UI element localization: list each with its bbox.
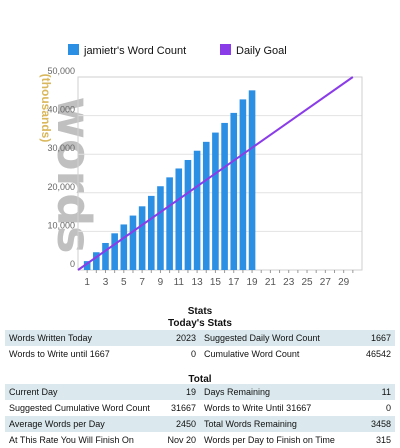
word-count-bar [111, 233, 118, 270]
table-row: Words Written Today 2023 Suggested Daily… [5, 330, 395, 346]
stat-value: 0 [190, 349, 196, 359]
x-tick-label: 27 [320, 277, 332, 288]
stat-value: 31667 [170, 403, 196, 413]
legend-label: jamietr's Word Count [83, 45, 186, 57]
chart-svg: jamietr's Word Count Daily Goal words(thou… [39, 44, 363, 288]
stat-value: 11 [350, 384, 395, 400]
x-tick-label: 29 [338, 277, 350, 288]
stat-label: Total Words Remaining [200, 416, 350, 432]
word-count-bar [102, 242, 109, 270]
x-tick-label: 3 [103, 277, 109, 288]
word-count-bar [93, 252, 100, 270]
stat-value: 0 [385, 403, 391, 413]
word-count-bar [221, 122, 228, 271]
x-tick-label: 23 [283, 277, 295, 288]
word-count-bar [248, 90, 256, 271]
word-count-bar [193, 150, 201, 270]
todays-stats-table: Words Written Today 2023 Suggested Daily… [5, 330, 395, 362]
word-count-bar [166, 177, 173, 270]
stat-value: 19 [155, 384, 200, 400]
x-tick-label: 11 [174, 277, 185, 288]
stat-label: Cumulative Word Count [204, 349, 300, 359]
stat-label: Average Words per Day [5, 416, 155, 432]
y-tick-label: 10,000 [47, 220, 75, 230]
x-tick-label: 9 [158, 277, 164, 288]
y-tick-label: 30,000 [47, 143, 75, 153]
word-count-bar [83, 261, 91, 270]
table-row: Average Words per Day 2450 Total Words R… [5, 416, 395, 432]
word-count-bar [212, 132, 219, 270]
stat-label: Suggested Daily Word Count [200, 330, 350, 346]
table-row: Current Day 19 Days Remaining 11 [5, 384, 395, 400]
legend-swatch [68, 44, 79, 55]
x-tick-label: 17 [228, 277, 240, 288]
word-count-bar [175, 168, 183, 270]
stat-label: Words per Day to Finish on Time [204, 435, 335, 445]
y-tick-label: 50,000 [47, 66, 75, 76]
x-tick-label: 7 [139, 277, 145, 288]
daily-goal-line [77, 76, 354, 271]
stat-value: 1667 [350, 330, 395, 346]
stat-value: 2023 [155, 330, 200, 346]
word-count-bar [239, 99, 247, 270]
stat-value: Nov 20 [167, 435, 196, 445]
y-tick-label: 20,000 [47, 182, 75, 192]
legend-swatch [220, 44, 231, 55]
word-count-bar [184, 159, 192, 270]
word-count-bar [120, 224, 128, 270]
stat-label: Days Remaining [200, 384, 350, 400]
x-tick-label: 5 [121, 277, 127, 288]
word-count-bar [202, 141, 210, 270]
legend-label: Daily Goal [236, 45, 287, 57]
plot-frame [77, 76, 363, 271]
stat-label: Current Day [5, 384, 155, 400]
y-tick-label: 40,000 [47, 105, 75, 115]
stat-label: At This Rate You Will Finish On [9, 435, 134, 445]
total-stats-table: Current Day 19 Days Remaining 11 Suggest… [5, 384, 395, 448]
word-count-bar [129, 215, 137, 270]
x-tick-label: 15 [210, 277, 222, 288]
table-row: At This Rate You Will Finish On Nov 20 W… [5, 432, 395, 448]
word-count-bar [157, 186, 164, 270]
stat-label: Words to Write until 1667 [9, 349, 110, 359]
stat-value: 3458 [350, 416, 395, 432]
stat-label: Words to Write Until 31667 [204, 403, 312, 413]
stat-value: 46542 [365, 349, 391, 359]
table-row: Words to Write until 1667 0 Cumulative W… [5, 346, 395, 362]
y-tick-label: 0 [70, 259, 75, 269]
stat-value: 315 [375, 435, 391, 445]
x-tick-label: 19 [247, 277, 259, 288]
y-axis-label-watermark: words [47, 96, 101, 253]
stat-label: Words Written Today [5, 330, 155, 346]
table-row: Suggested Cumulative Word Count 31667 Wo… [5, 400, 395, 416]
stats-heading: Stats [187, 306, 213, 317]
total-heading: Total [188, 374, 212, 385]
stat-value: 2450 [155, 416, 200, 432]
word-count-bar [147, 195, 155, 270]
x-tick-label: 1 [84, 277, 90, 288]
todays-stats-heading: Today's Stats [168, 318, 232, 329]
x-tick-label: 13 [192, 277, 204, 288]
word-count-bar [230, 112, 238, 270]
stat-label: Suggested Cumulative Word Count [9, 403, 150, 413]
word-count-chart: jamietr's Word Count Daily Goal words (thou… [39, 44, 363, 288]
word-count-bar [138, 206, 146, 270]
y-axis-label-thousands: (thousands) [39, 74, 53, 143]
x-tick-label: 25 [301, 277, 313, 288]
x-tick-label: 21 [265, 277, 277, 288]
